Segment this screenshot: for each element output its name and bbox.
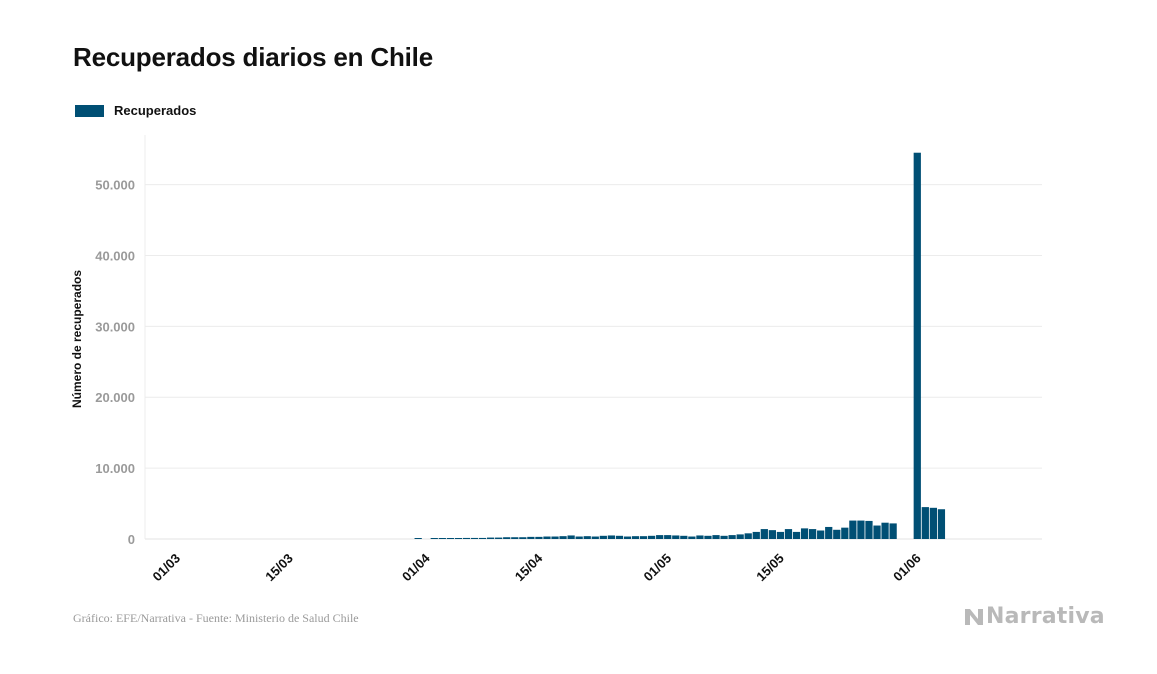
x-tick-label: 01/05 bbox=[641, 551, 675, 585]
bar bbox=[736, 534, 744, 539]
bar bbox=[454, 538, 463, 539]
bar bbox=[430, 538, 438, 539]
y-tick-label: 20.000 bbox=[95, 390, 135, 405]
bar bbox=[720, 535, 728, 539]
bar bbox=[615, 535, 624, 539]
y-tick-label: 10.000 bbox=[95, 461, 135, 476]
bar bbox=[470, 537, 479, 539]
narrativa-logo: Narrativa bbox=[964, 604, 1105, 629]
bar bbox=[817, 530, 825, 539]
x-tick-label: 15/03 bbox=[262, 551, 296, 585]
bar bbox=[672, 535, 680, 539]
bar bbox=[712, 535, 720, 539]
bar bbox=[656, 535, 664, 539]
bar bbox=[567, 535, 575, 539]
bar bbox=[478, 537, 487, 539]
bar bbox=[462, 537, 471, 539]
y-axis-label: Número de recuperados bbox=[70, 270, 84, 408]
bar bbox=[511, 537, 519, 539]
bar bbox=[583, 536, 591, 539]
bar bbox=[414, 538, 422, 539]
bar bbox=[503, 537, 511, 539]
bar bbox=[446, 538, 454, 539]
bar bbox=[784, 529, 793, 539]
bar bbox=[881, 522, 889, 539]
x-tick-label: 01/03 bbox=[150, 551, 184, 585]
bar bbox=[841, 527, 849, 539]
bar bbox=[527, 536, 535, 539]
bar bbox=[704, 535, 712, 539]
bar bbox=[623, 536, 632, 539]
bar bbox=[752, 531, 760, 539]
bar bbox=[809, 529, 817, 539]
y-tick-label: 50.000 bbox=[95, 178, 135, 193]
bar bbox=[519, 537, 527, 539]
chart-title: Recuperados diarios en Chile bbox=[73, 42, 433, 72]
legend: Recuperados bbox=[75, 103, 196, 118]
bar bbox=[825, 526, 833, 539]
narrativa-logo-icon bbox=[965, 608, 983, 625]
bar bbox=[591, 536, 599, 539]
bar bbox=[688, 536, 696, 539]
bar bbox=[857, 520, 865, 539]
bar bbox=[607, 535, 615, 539]
bar bbox=[535, 536, 543, 539]
logo-text: Narrativa bbox=[986, 604, 1105, 629]
bar bbox=[833, 529, 841, 539]
bar bbox=[599, 535, 607, 539]
bar bbox=[776, 531, 785, 539]
bar bbox=[551, 536, 559, 539]
y-tick-label: 30.000 bbox=[95, 319, 135, 334]
bar bbox=[631, 536, 640, 539]
x-tick-label: 01/06 bbox=[890, 551, 924, 585]
bar bbox=[800, 528, 809, 539]
x-tick-label: 15/04 bbox=[512, 550, 546, 584]
bar bbox=[664, 535, 672, 539]
bar bbox=[921, 507, 929, 539]
bar bbox=[559, 536, 567, 539]
bar bbox=[487, 537, 495, 539]
source-note: Gráfico: EFE/Narrativa - Fuente: Ministe… bbox=[73, 611, 359, 625]
bar bbox=[889, 523, 897, 539]
bar bbox=[648, 535, 656, 539]
bar bbox=[744, 533, 752, 539]
bar bbox=[873, 525, 881, 539]
bar bbox=[937, 509, 946, 539]
x-tick-label: 15/05 bbox=[753, 551, 787, 585]
legend-swatch bbox=[75, 104, 104, 117]
bar bbox=[639, 536, 648, 539]
y-tick-label: 0 bbox=[128, 532, 135, 547]
bar bbox=[728, 535, 736, 539]
bar bbox=[929, 507, 937, 539]
bar bbox=[913, 152, 921, 539]
bar bbox=[438, 538, 446, 539]
bar bbox=[792, 531, 801, 539]
x-tick-label: 01/04 bbox=[399, 550, 433, 584]
bar bbox=[575, 536, 583, 539]
bar bbox=[495, 537, 503, 539]
bar bbox=[865, 520, 873, 539]
bar bbox=[768, 530, 776, 539]
bar bbox=[696, 535, 704, 539]
bar bbox=[760, 529, 768, 539]
legend-label-recuperados: Recuperados bbox=[114, 103, 197, 118]
bar bbox=[543, 536, 551, 539]
y-tick-label: 40.000 bbox=[95, 248, 135, 263]
bar bbox=[849, 520, 857, 539]
bar bbox=[680, 535, 688, 539]
